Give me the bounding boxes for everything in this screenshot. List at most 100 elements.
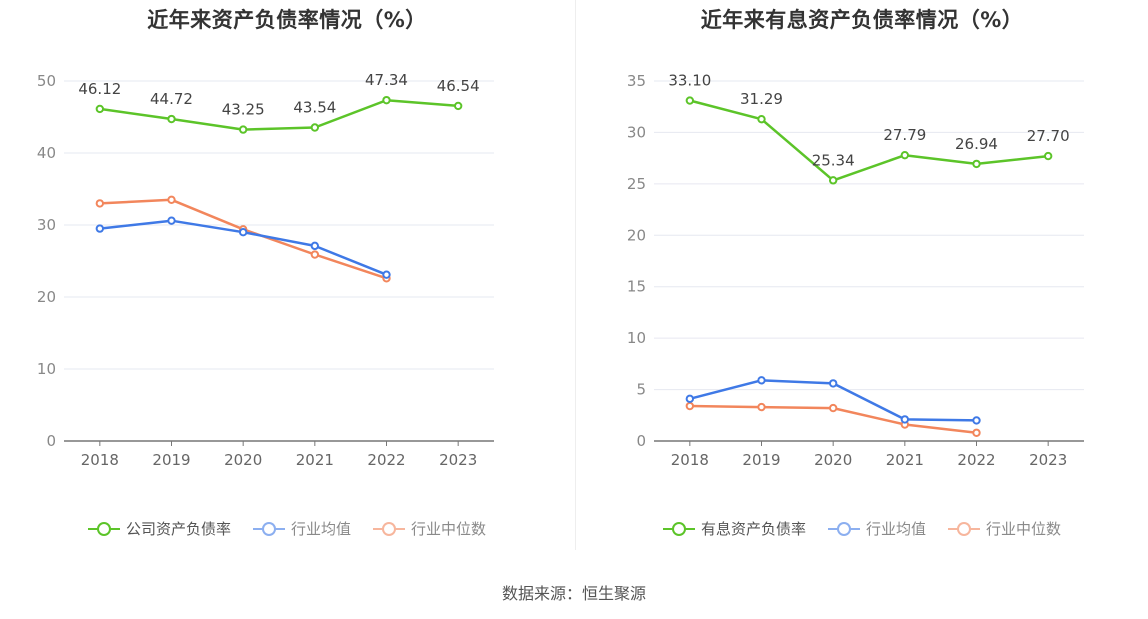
series-line bbox=[689, 99, 1049, 182]
data-point bbox=[972, 416, 981, 425]
y-tick-label: 5 bbox=[636, 381, 646, 399]
line-chart-debt-ratio: 0 10 20 30 40 50 2018 2019 2020 2021 2022 2023 46.12… bbox=[37, 71, 494, 469]
y-tick-label: 10 bbox=[37, 360, 56, 378]
legend-swatch bbox=[373, 521, 405, 537]
legend-label: 行业均值 bbox=[865, 520, 926, 538]
y-tick-label: 50 bbox=[37, 72, 56, 90]
x-tick-label: 2023 bbox=[439, 451, 477, 469]
data-point bbox=[972, 159, 981, 169]
data-point bbox=[238, 228, 248, 237]
legend-swatch-marker bbox=[671, 521, 686, 536]
data-point bbox=[167, 114, 176, 124]
data-label: 47.34 bbox=[365, 71, 408, 89]
series-line bbox=[99, 198, 387, 280]
x-tick-label: 2021 bbox=[296, 451, 334, 469]
x-tick-label: 2019 bbox=[742, 451, 780, 469]
legend-label: 行业均值 bbox=[290, 520, 351, 538]
data-point bbox=[453, 101, 463, 111]
data-label: 43.54 bbox=[293, 99, 336, 117]
chart-panel-debt-ratio: 近年来资产负债率情况（%） 0 10 20 30 40 50 2018 2019 2020 202… bbox=[0, 0, 574, 550]
legend-item[interactable]: 行业中位数 bbox=[373, 518, 486, 539]
data-label: 46.54 bbox=[437, 77, 480, 95]
data-label: 27.79 bbox=[883, 126, 926, 144]
legend-item[interactable]: 行业中位数 bbox=[948, 518, 1061, 539]
data-point bbox=[310, 250, 320, 259]
y-tick-label: 30 bbox=[37, 216, 56, 234]
x-tick-label: 2023 bbox=[1029, 451, 1067, 469]
data-point bbox=[685, 401, 695, 411]
y-tick-label: 0 bbox=[46, 432, 56, 450]
legend-item[interactable]: 行业均值 bbox=[827, 518, 926, 539]
data-point bbox=[828, 176, 838, 185]
legend-label: 有息资产负债率 bbox=[700, 520, 806, 538]
data-label: 46.12 bbox=[78, 80, 121, 98]
data-point bbox=[757, 402, 766, 412]
data-point bbox=[167, 195, 176, 205]
x-tick-label: 2022 bbox=[367, 451, 405, 469]
chart-panel-interest-debt-ratio: 近年来有息资产负债率情况（%） 0 5 10 15 20 25 30 35 2018 2019 20… bbox=[576, 0, 1148, 550]
x-tick-label: 2019 bbox=[152, 451, 190, 469]
legend-swatch-marker bbox=[957, 521, 971, 536]
x-tick-label: 2018 bbox=[81, 451, 119, 469]
legend-swatch bbox=[252, 521, 285, 537]
data-point bbox=[310, 123, 320, 132]
legend-label: 行业中位数 bbox=[411, 520, 487, 538]
data-point bbox=[972, 428, 981, 437]
y-tick-label: 35 bbox=[627, 72, 646, 90]
data-point bbox=[95, 224, 105, 233]
x-tick-label: 2018 bbox=[671, 451, 709, 469]
y-tick-label: 0 bbox=[636, 432, 646, 450]
data-point bbox=[900, 150, 910, 160]
y-tick-label: 30 bbox=[627, 123, 646, 141]
y-tick-label: 10 bbox=[627, 329, 646, 347]
y-tick-label: 40 bbox=[37, 144, 56, 162]
legend-swatch bbox=[662, 521, 695, 537]
x-tick-label: 2022 bbox=[957, 451, 995, 469]
legend-swatch-marker bbox=[261, 521, 276, 536]
legend-item[interactable]: 公司资产负债率 bbox=[87, 518, 231, 539]
data-point bbox=[685, 96, 695, 105]
legend-swatch-marker bbox=[382, 521, 396, 536]
data-label: 44.72 bbox=[150, 90, 193, 108]
legend-swatch bbox=[948, 521, 980, 537]
data-label: 27.70 bbox=[1027, 127, 1070, 145]
y-tick-label: 20 bbox=[627, 226, 646, 244]
data-point bbox=[828, 379, 838, 388]
data-point bbox=[828, 403, 838, 413]
data-label: 26.94 bbox=[955, 135, 998, 153]
legend-label: 行业中位数 bbox=[986, 520, 1062, 538]
data-point bbox=[900, 415, 910, 424]
legend: 公司资产负债率 行业均值 行业中位数 bbox=[0, 518, 574, 539]
x-tick-label: 2021 bbox=[886, 451, 924, 469]
y-tick-label: 20 bbox=[37, 288, 56, 306]
data-point bbox=[757, 376, 766, 385]
panel-divider bbox=[575, 0, 576, 550]
y-tick-label: 15 bbox=[627, 278, 646, 296]
data-label: 43.25 bbox=[222, 101, 265, 119]
x-tick-label: 2020 bbox=[814, 451, 852, 469]
series-line bbox=[99, 98, 459, 131]
line-chart-interest-debt-ratio: 0 5 10 15 20 25 30 35 2018 2019 2020 2021 2022 2023 33… bbox=[627, 72, 1084, 469]
data-label: 31.29 bbox=[740, 90, 783, 108]
legend-swatch-marker bbox=[836, 521, 851, 536]
data-point bbox=[382, 270, 391, 279]
data-point bbox=[310, 241, 320, 251]
data-point bbox=[238, 125, 248, 134]
chart-title: 近年来资产负债率情况（%） bbox=[147, 8, 427, 32]
data-point bbox=[757, 114, 766, 124]
data-point bbox=[95, 199, 105, 208]
legend-swatch-marker bbox=[96, 521, 111, 536]
x-tick-label: 2020 bbox=[224, 451, 262, 469]
chart-title: 近年来有息资产负债率情况（%） bbox=[700, 8, 1024, 32]
data-label: 33.10 bbox=[668, 72, 711, 90]
legend-item[interactable]: 有息资产负债率 bbox=[662, 518, 806, 539]
data-source-note: 数据来源：恒生聚源 bbox=[501, 584, 646, 603]
legend: 有息资产负债率 行业均值 行业中位数 bbox=[576, 518, 1148, 539]
legend-swatch bbox=[827, 521, 860, 537]
data-point bbox=[95, 104, 105, 114]
legend-swatch bbox=[87, 521, 120, 537]
data-point bbox=[1043, 151, 1053, 161]
legend-item[interactable]: 行业均值 bbox=[252, 518, 351, 539]
data-label: 25.34 bbox=[812, 151, 855, 169]
data-point bbox=[382, 95, 391, 105]
